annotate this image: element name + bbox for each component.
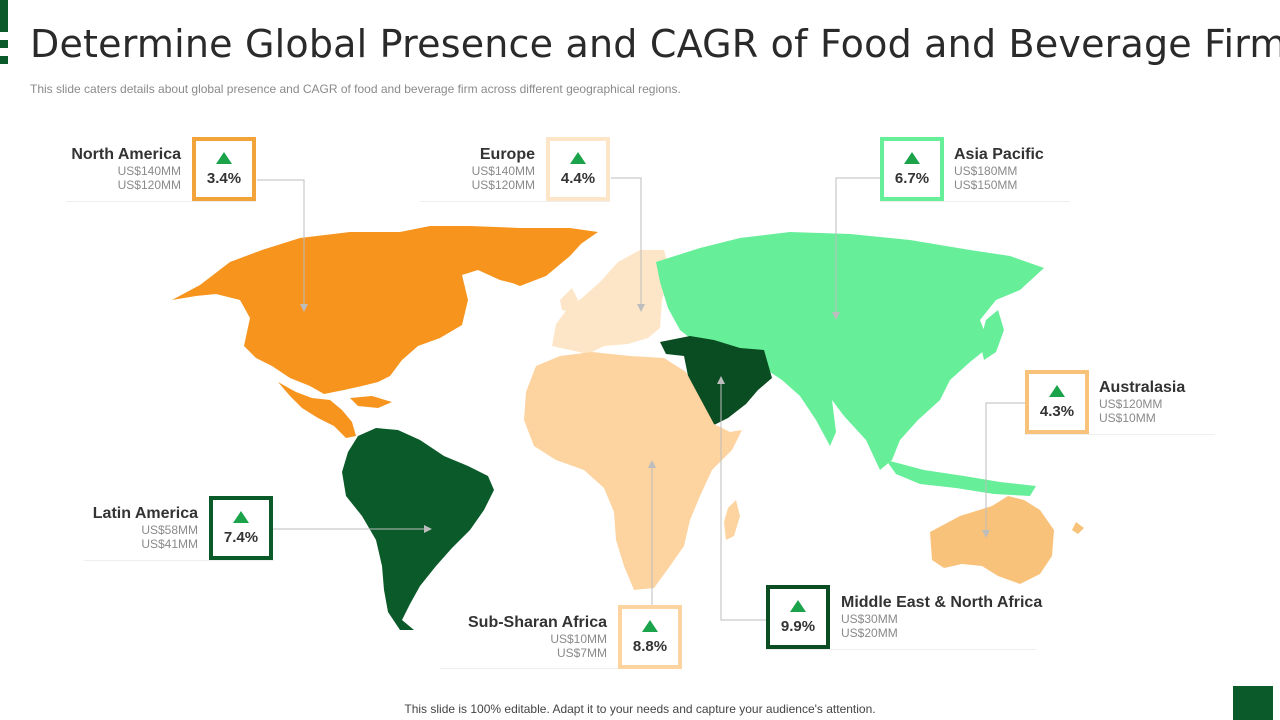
north-america-underline [66,201,256,202]
map-region-uk[interactable] [560,288,578,312]
corner-accent-bar-top [0,0,8,32]
mena-cagr: 9.9% [780,617,816,635]
europe-cagr-box[interactable]: 4.4% [546,137,610,201]
latin-america-name: Latin America [92,505,198,522]
europe-value-1: US$140MM [471,164,535,178]
connector-arrowhead-latin-america [424,525,432,533]
up-arrow-icon [233,510,249,523]
connector-arrowhead-mena [717,376,725,384]
up-arrow-icon [1049,384,1065,397]
latin-america-label: Latin America US$58MM US$41MM [93,505,198,551]
connector-arrowhead-sub-saharan-africa [648,460,656,468]
up-arrow-icon [642,619,658,632]
connector-arrowhead-north-america [300,304,308,312]
asia-pacific-value-2: US$150MM [954,178,1018,192]
north-america-label: North America US$140MM US$120MM [71,146,181,192]
north-america-value-1: US$140MM [117,164,181,178]
australasia-label: Australasia US$120MM US$10MM [1099,379,1185,425]
up-arrow-icon [904,151,920,164]
connector-north-america [257,179,305,306]
up-arrow-icon [216,151,232,164]
latin-america-cagr-box[interactable]: 7.4% [209,496,273,560]
up-arrow-icon [570,151,586,164]
asia-pacific-underline [880,201,1070,202]
latin-america-underline [84,560,274,561]
latin-america-cagr: 7.4% [223,528,259,546]
latin-america-value-2: US$41MM [141,537,198,551]
sub-saharan-africa-value-2: US$7MM [556,646,607,660]
map-region-sub-saharan-africa[interactable] [524,352,742,590]
europe-name: Europe [479,146,535,163]
map-region-caribbean[interactable] [350,396,392,408]
mena-value-1: US$30MM [841,612,898,626]
asia-pacific-label: Asia Pacific US$180MM US$150MM [954,146,1044,192]
sub-saharan-africa-cagr-box[interactable]: 8.8% [618,605,682,669]
europe-underline [420,201,610,202]
australasia-name: Australasia [1099,379,1186,396]
map-region-asia-pacific[interactable] [656,232,1044,470]
asia-pacific-name: Asia Pacific [954,146,1044,163]
sub-saharan-africa-value-1: US$10MM [550,632,607,646]
mena-value-2: US$20MM [841,626,898,640]
mena-underline [766,649,1036,650]
connector-asia-pacific [835,177,880,316]
connector-europe [611,177,642,306]
mena-cagr-box[interactable]: 9.9% [766,585,830,649]
europe-value-2: US$120MM [471,178,535,192]
sub-saharan-africa-label: Sub-Sharan Africa US$10MM US$7MM [468,614,607,660]
connector-australasia [985,402,1025,532]
latin-america-value-1: US$58MM [141,523,198,537]
sub-saharan-africa-cagr: 8.8% [632,637,668,655]
map-region-southeast-asia-islands[interactable] [886,460,1036,496]
map-region-madagascar[interactable] [724,500,740,540]
australasia-underline [1025,434,1215,435]
mena-name: Middle East & North Africa [841,594,1043,611]
footer-note: This slide is 100% editable. Adapt it to… [404,702,876,716]
connector-mena [720,382,766,621]
map-region-japan[interactable] [980,310,1004,360]
connector-arrowhead-asia-pacific [832,312,840,320]
north-america-cagr-box[interactable]: 3.4% [192,137,256,201]
asia-pacific-cagr-box[interactable]: 6.7% [880,137,944,201]
europe-cagr: 4.4% [560,169,596,187]
sub-saharan-africa-name: Sub-Sharan Africa [468,614,607,631]
map-region-new-zealand[interactable] [1072,522,1084,534]
up-arrow-icon [790,599,806,612]
connector-arrowhead-europe [637,304,645,312]
map-region-central-america[interactable] [278,382,356,438]
page-title: Determine Global Presence and CAGR of Fo… [30,22,1280,66]
map-region-greenland[interactable] [480,230,590,286]
corner-accent-bar-mid [0,40,8,48]
asia-pacific-value-1: US$180MM [954,164,1018,178]
connector-arrowhead-australasia [982,530,990,538]
europe-label: Europe US$140MM US$120MM [472,146,535,192]
australasia-cagr: 4.3% [1039,402,1075,420]
north-america-cagr: 3.4% [206,169,242,187]
australasia-cagr-box[interactable]: 4.3% [1025,370,1089,434]
map-region-mena[interactable] [660,336,772,426]
map-region-australasia[interactable] [930,496,1054,584]
page-subtitle: This slide caters details about global p… [30,82,681,96]
map-region-north-america[interactable] [172,226,598,394]
mena-label: Middle East & North Africa US$30MM US$20… [841,594,1042,640]
asia-pacific-cagr: 6.7% [894,169,930,187]
north-america-name: North America [71,146,181,163]
australasia-value-2: US$10MM [1099,411,1156,425]
corner-brand-block [1233,686,1273,720]
australasia-value-1: US$120MM [1099,397,1163,411]
sub-saharan-africa-underline [440,668,682,669]
corner-accent-bar-bottom [0,56,8,64]
north-america-value-2: US$120MM [117,178,181,192]
